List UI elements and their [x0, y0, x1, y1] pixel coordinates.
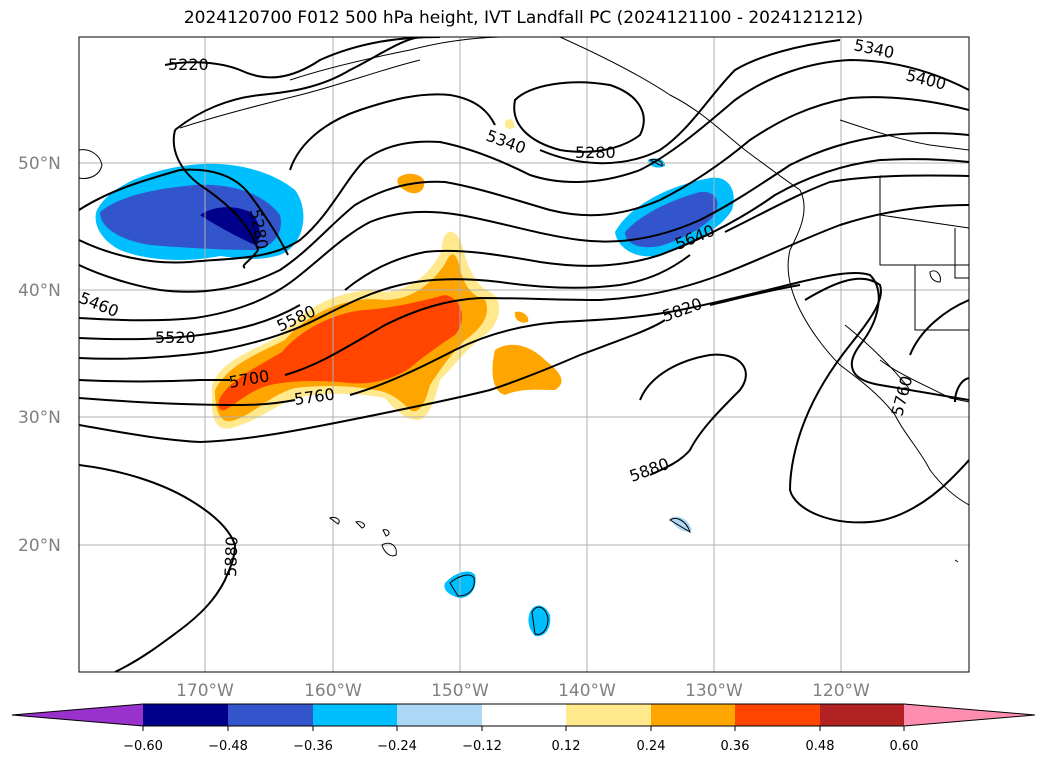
contour-5880-central [639, 353, 747, 476]
latitude-labels: 50°N 40°N 30°N 20°N [18, 154, 61, 556]
colorbar-bin [313, 704, 397, 726]
lon-label: 130°W [685, 681, 743, 701]
contour-labels: 5220 5280 5340 5340 5400 5280 5460 5520 … [77, 35, 949, 577]
lon-label: 170°W [176, 681, 234, 701]
contour-label: 5400 [904, 65, 948, 93]
contour-label: 5340 [484, 126, 529, 158]
contour-5520 [79, 132, 969, 322]
colorbar-tick-label: 0.36 [721, 739, 750, 754]
contour-5340-west [79, 93, 496, 256]
colorbar-tick-label: −0.60 [123, 739, 163, 754]
colorbar-tick-label: 0.60 [890, 739, 919, 754]
contour-5460 [79, 96, 969, 293]
contour-5220 [164, 37, 441, 79]
map-frame [78, 36, 970, 673]
contour-label: 5520 [155, 328, 196, 347]
colorbar-tick-label: −0.36 [293, 739, 333, 754]
contour-5880-east [788, 277, 969, 524]
ivt-shading [95, 119, 734, 637]
colorbar-bin [397, 704, 482, 726]
contour-5640 [79, 174, 969, 360]
lat-label: 20°N [18, 536, 61, 556]
lat-label: 30°N [18, 408, 61, 428]
colorbar: −0.60 −0.48 −0.36 −0.24 −0.12 0.12 0.24 … [11, 703, 1036, 754]
lon-label: 120°W [812, 681, 870, 701]
contour-label: 5820 [660, 294, 705, 326]
contour-5340-east [539, 39, 841, 165]
colorbar-tick-label: −0.12 [462, 739, 502, 754]
colorbar-bin [228, 704, 313, 726]
contour-label: 5460 [77, 288, 122, 321]
height-contours [79, 37, 969, 672]
colorbar-tick-label: 0.48 [806, 739, 835, 754]
contour-label: 5340 [852, 35, 896, 62]
colorbar-bin [143, 704, 228, 726]
contour-5700 [79, 204, 969, 383]
colorbar-bin [820, 704, 904, 726]
colorbar-tick-label: −0.24 [377, 739, 417, 754]
colorbar-bin [482, 704, 566, 726]
contour-label: 5880 [221, 536, 241, 577]
lon-label: 140°W [558, 681, 616, 701]
plot-title: 2024120700 F012 500 hPa height, IVT Land… [183, 8, 864, 28]
contour-label: 5220 [168, 55, 209, 74]
lat-label: 40°N [18, 281, 61, 301]
contour-5400 [79, 58, 969, 264]
contour-5880-west [79, 464, 237, 672]
colorbar-tick-label: 0.24 [637, 739, 666, 754]
lat-label: 50°N [18, 154, 61, 174]
colorbar-bin [651, 704, 735, 726]
colorbar-bin [735, 704, 820, 726]
colorbar-bin [566, 704, 651, 726]
contour-label: 5760 [888, 374, 917, 418]
colorbar-extend-high [904, 704, 1035, 726]
colorbar-tick-label: 0.12 [552, 739, 581, 754]
colorbar-tick-label: −0.48 [208, 739, 248, 754]
lon-label: 160°W [304, 681, 362, 701]
contour-label: 5280 [575, 143, 616, 162]
contour-5280-low [513, 81, 645, 153]
contour-5820 [79, 284, 801, 444]
contour-5760 [79, 272, 969, 407]
contour-label: 5880 [627, 454, 672, 486]
contour-5580 [79, 158, 969, 341]
colorbar-extend-low [12, 704, 143, 726]
lon-label: 150°W [431, 681, 489, 701]
longitude-labels: 170°W 160°W 150°W 140°W 130°W 120°W [176, 681, 870, 701]
contour-5280-west [172, 37, 421, 269]
